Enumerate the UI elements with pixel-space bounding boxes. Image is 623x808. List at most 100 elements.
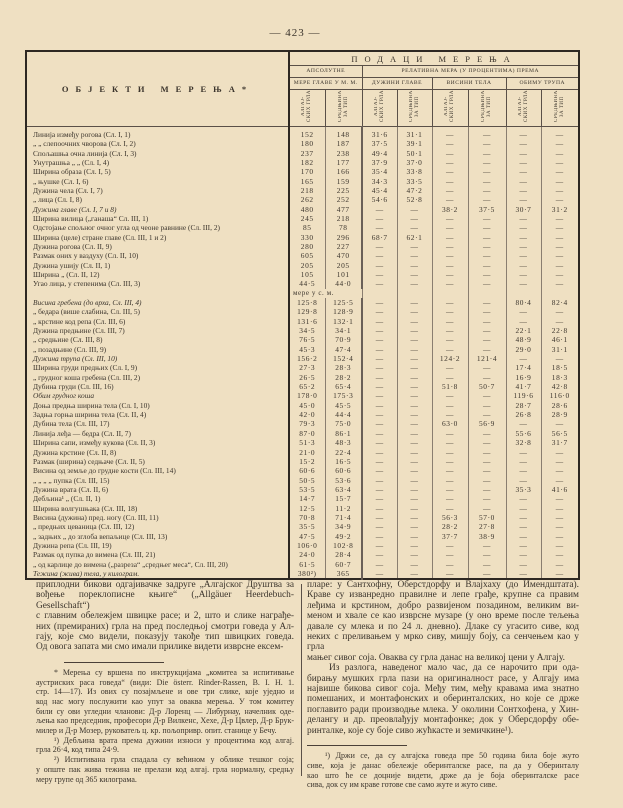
table-row: Висина (дужина) пред. ногу (Сл. III, 11)… (26, 512, 580, 523)
table-row: Дубина тела (Сл. III, 17) 79·3 75·0— —63·0 5… (26, 419, 580, 429)
value-cell: — (431, 232, 468, 242)
text-line: у опште пак жива тежина не прелази код а… (36, 764, 294, 774)
table-row: Задња горња ширина тела (Сл. II, 4) 42·0 4… (26, 409, 580, 420)
value-cell: — (540, 447, 580, 457)
measurement-table: ОБЈЕКТИ МЕРЕЊА* ПОДАЦИ МЕРЕЊА АПСОЛУТНЕ … (25, 50, 581, 580)
row-label: Дебљина¹ „ (Сл. II, 1) (26, 494, 290, 504)
value-cell: — (361, 559, 397, 569)
value-cell: — (540, 475, 580, 485)
value-cell: — (361, 269, 397, 280)
table-row: Дужина рогова (Сл. II, 9) 280 227— — — — — — (26, 241, 580, 252)
value-cell: 31·7 (540, 438, 580, 448)
value-cell: — (540, 167, 580, 177)
relative-sub-header: ДУЖИНИ ГЛАВЕ (361, 77, 433, 90)
text-line: пларе: у Сантхофну, Оберстдорфу и Влајха… (307, 580, 579, 590)
table-row: Дужина чела (Сл. I, 7) 218 225 45·4 47·2— — — — (26, 185, 580, 196)
value-cell: — (396, 559, 433, 569)
value-cell: 62·1 (396, 232, 433, 242)
value-cell: — (431, 213, 468, 224)
value-cell: — (396, 204, 433, 214)
value-cell: — (396, 325, 433, 336)
value-cell: — (467, 185, 507, 196)
text-line: ¹) Држи се, да су алгајска говеда пре 50… (325, 751, 579, 761)
value-cell: 37·5 (361, 139, 397, 149)
value-cell: — (540, 559, 580, 569)
table-row: Дужина репа (Сл. III, 19) 106·0 102·8— — — — —… (26, 540, 580, 551)
value-cell: — (396, 316, 433, 326)
value-cell: 34·9 (324, 522, 363, 532)
value-cell: 18·3 (540, 372, 580, 382)
value-cell: — (467, 466, 507, 476)
text-line: Од овога запата ми смо имали прилике вид… (36, 642, 284, 653)
row-label: Ширина вилица („ганаша“ Сл. III, 1) (26, 213, 290, 224)
value-cell: 101 (324, 269, 363, 280)
value-cell: — (467, 148, 507, 158)
value-cell: 106·0 (288, 540, 325, 551)
value-cell: 60·7 (324, 559, 363, 569)
value-cell: 480 (288, 204, 325, 214)
value-cell: — (505, 568, 541, 579)
value-cell: — (505, 139, 541, 149)
value-cell: — (431, 157, 468, 168)
value-cell: — (467, 316, 507, 326)
value-cell: — (505, 269, 541, 280)
value-cell: — (431, 185, 468, 196)
value-cell: — (396, 503, 433, 513)
value-cell: — (431, 428, 468, 438)
text-line: аустриских раса говеда“ (види: Die öster… (36, 677, 294, 687)
value-cell: — (361, 466, 397, 476)
value-cell: 12·5 (288, 503, 325, 513)
value-cell: — (540, 139, 580, 149)
value-cell: — (361, 494, 397, 504)
value-cell: 102·8 (324, 540, 363, 551)
value-cell: — (431, 148, 468, 158)
value-cell: — (467, 372, 507, 382)
value-cell: 27·8 (467, 522, 507, 532)
value-cell: — (505, 251, 541, 261)
table-row: Ширина вилица („ганаша“ Сл. III, 1) 245 21… (26, 213, 580, 224)
value-cell: — (505, 353, 541, 364)
value-cell: 41·7 (505, 381, 541, 392)
value-cell: — (467, 213, 507, 224)
value-cell: — (361, 241, 397, 252)
empty-cell (396, 288, 433, 298)
value-cell: — (361, 316, 397, 326)
column-label-text: АЛГАЈ-СКИХ ГРЛА (444, 90, 455, 123)
value-cell: 55·6 (505, 428, 541, 438)
unit-label: мере у с. м. (288, 288, 362, 298)
value-cell: 175·3 (324, 391, 363, 401)
text-line: вођење пореклописне књиге“ („Allgäuer He… (36, 590, 294, 611)
row-label: Линија леђа — бедра (Сл. II, 7) (26, 428, 290, 438)
column-label-text: АЛГАЈ-СКИХ ГРЛА (301, 90, 313, 123)
footnote-separator (307, 745, 407, 747)
value-cell: 57·0 (467, 512, 507, 523)
row-label: Ширина „ (Сл. II, 12) (26, 269, 290, 280)
table-row: Линија између рогова (Сл. I, 1) 152 148 31·… (26, 126, 580, 139)
column-label-text: АЛГАЈ-СКИХ ГРЛА (517, 90, 529, 123)
value-cell: 156·2 (288, 353, 325, 364)
row-label: Висина гребена (до врха, Сл. III, 4) (26, 297, 290, 308)
value-cell: 119·6 (505, 391, 541, 401)
value-cell: — (431, 466, 468, 476)
column-label: СРЕДЊИНА ЗА ТИП (324, 89, 363, 127)
value-cell: 17·4 (505, 363, 541, 373)
text-line: ¹) Дебљина врата према дужини износи у п… (54, 735, 294, 745)
row-label: Обим грудног коша (26, 391, 290, 401)
value-cell: 60·6 (324, 466, 363, 476)
value-cell: 177 (324, 157, 363, 168)
value-cell: — (540, 512, 580, 523)
column-label-text: СРЕДЊИНА ЗА ТИП (553, 90, 565, 123)
value-cell: 80·4 (505, 297, 541, 308)
table-title: ОБЈЕКТИ МЕРЕЊА* (25, 50, 290, 127)
value-cell: — (467, 344, 507, 354)
value-cell: 218 (324, 213, 363, 224)
row-label: Дубина тела (Сл. III, 17) (26, 419, 290, 429)
text-line: Из разлога, наведеног мало час, да се на… (329, 663, 579, 674)
value-cell: 44·0 (324, 279, 363, 289)
table-row: „ „ слепоочних чворова (Сл. I, 2) 180 187 3… (26, 139, 580, 149)
row-label: Висина (дужина) пред. ногу (Сл. III, 11) (26, 512, 290, 523)
row-label: Дужина репа (Сл. III, 19) (26, 540, 290, 551)
row-label: Ширина (целе) стране главе (Сл. III, 1 и… (26, 232, 290, 242)
value-cell: — (540, 232, 580, 242)
value-cell: 79·3 (288, 419, 325, 429)
